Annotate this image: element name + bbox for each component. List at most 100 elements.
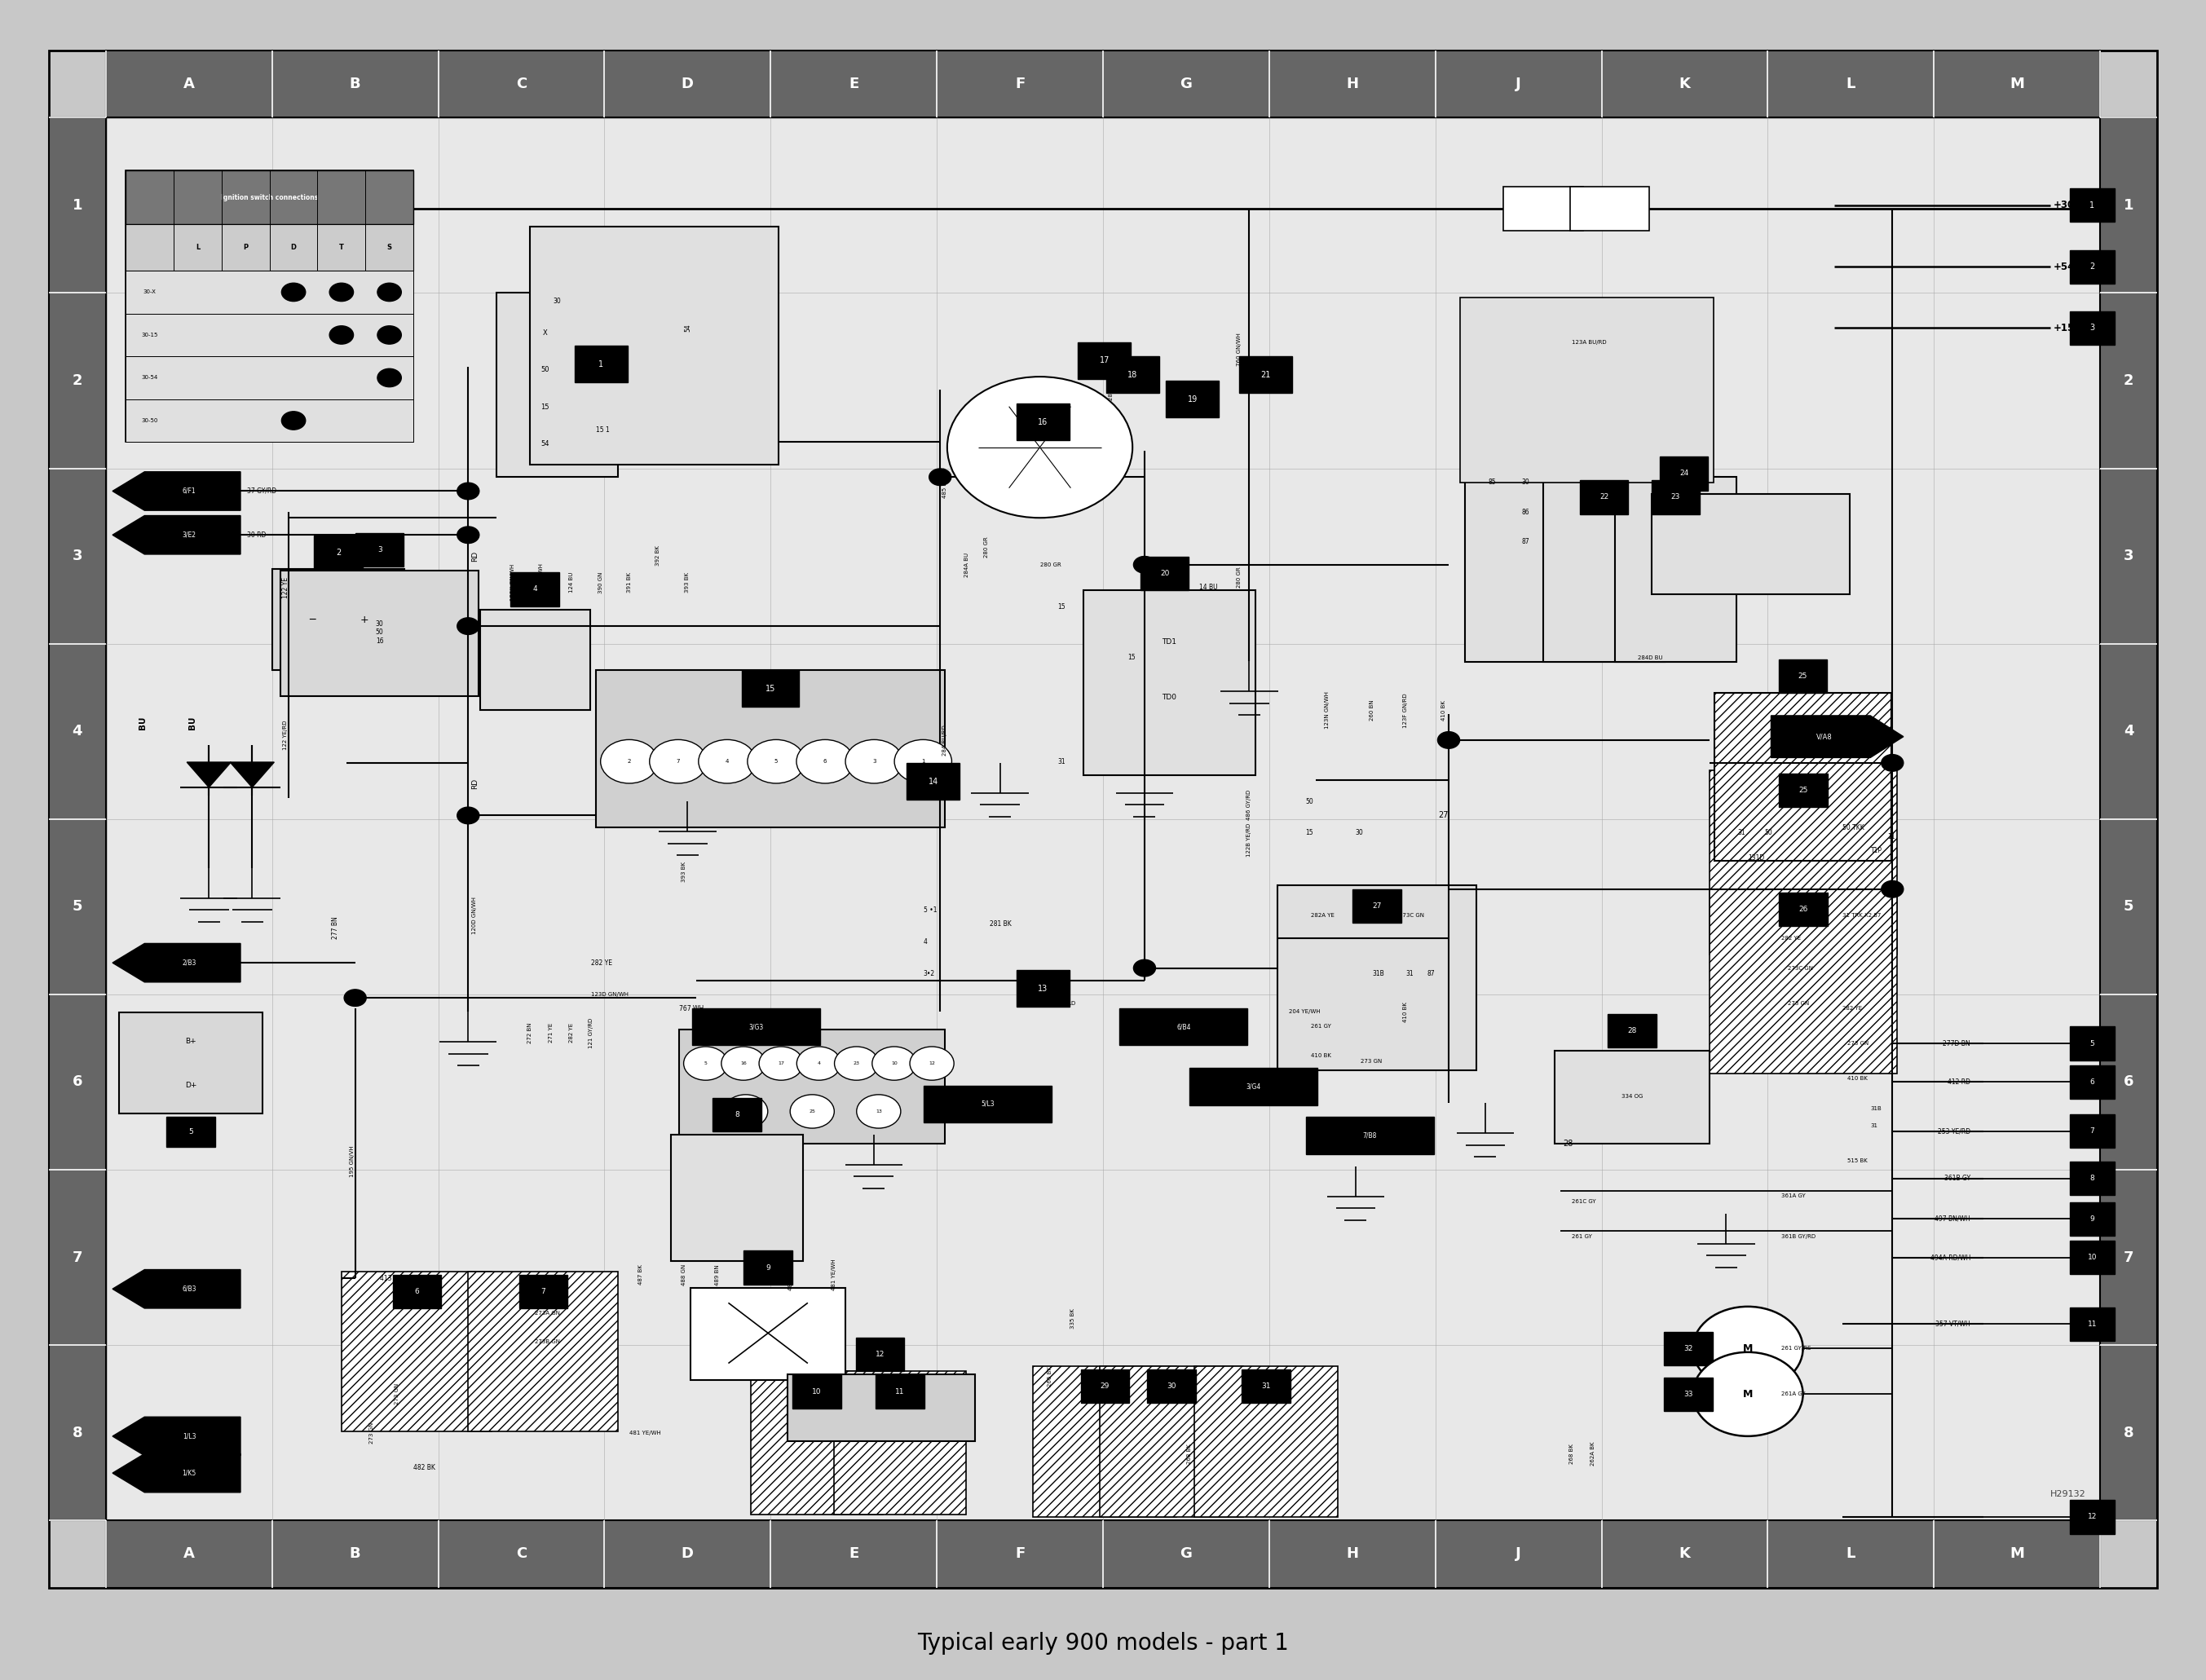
Text: 481 YE/WH: 481 YE/WH xyxy=(629,1430,662,1435)
Text: Ignition switch connections: Ignition switch connections xyxy=(221,193,318,202)
Circle shape xyxy=(699,739,757,783)
Text: 11: 11 xyxy=(896,1388,904,1394)
Bar xyxy=(1778,659,1827,692)
Bar xyxy=(2069,250,2113,284)
Text: 28: 28 xyxy=(1628,1026,1637,1035)
Bar xyxy=(479,610,589,711)
Bar xyxy=(1714,692,1891,860)
Bar xyxy=(679,1030,944,1144)
Circle shape xyxy=(856,1095,900,1129)
Text: 282A YE: 282A YE xyxy=(1310,912,1335,917)
Text: C: C xyxy=(516,1547,527,1561)
Text: 390 GN: 390 GN xyxy=(598,571,604,593)
Text: 21: 21 xyxy=(1260,371,1271,378)
Text: 7: 7 xyxy=(2124,1250,2133,1265)
Text: 253 YE/RD  —: 253 YE/RD — xyxy=(1937,1127,1981,1134)
Bar xyxy=(1242,1369,1291,1403)
Bar xyxy=(1083,590,1255,774)
Bar xyxy=(1121,1008,1249,1045)
Circle shape xyxy=(724,1095,768,1129)
Text: +: + xyxy=(360,615,368,625)
Bar xyxy=(1079,343,1132,380)
Text: 14 BU: 14 BU xyxy=(1200,585,1218,591)
Circle shape xyxy=(796,739,854,783)
Text: 122 YE: 122 YE xyxy=(282,576,289,598)
Text: 30: 30 xyxy=(1522,479,1529,486)
Polygon shape xyxy=(113,1453,240,1492)
Bar xyxy=(2069,1307,2113,1341)
Text: 1: 1 xyxy=(598,360,604,368)
Text: 6/B4: 6/B4 xyxy=(1176,1023,1191,1030)
Text: 2: 2 xyxy=(335,548,340,556)
Text: 482 BK: 482 BK xyxy=(413,1465,435,1472)
Text: 282 YE: 282 YE xyxy=(1842,1006,1862,1011)
Bar xyxy=(792,1374,840,1408)
Text: 410 BK: 410 BK xyxy=(1441,701,1447,721)
Text: 120D GN/WH: 120D GN/WH xyxy=(472,897,476,934)
Text: D: D xyxy=(682,1547,693,1561)
Circle shape xyxy=(893,739,951,783)
Text: 28: 28 xyxy=(1564,1139,1573,1147)
Bar xyxy=(1193,1366,1337,1517)
Text: 3: 3 xyxy=(2124,549,2133,563)
Bar xyxy=(1778,773,1827,806)
Text: B: B xyxy=(349,77,362,91)
Text: 497 BN/WH  —: 497 BN/WH — xyxy=(1935,1215,1981,1223)
Bar xyxy=(529,227,779,465)
Text: 759 YE: 759 YE xyxy=(1019,433,1041,440)
Text: 261C GY: 261C GY xyxy=(1571,1200,1595,1203)
Text: RD: RD xyxy=(472,551,479,561)
Text: +15: +15 xyxy=(2054,323,2076,333)
Text: 8: 8 xyxy=(2124,1425,2133,1440)
Bar xyxy=(1460,297,1714,482)
Circle shape xyxy=(600,739,657,783)
Bar xyxy=(126,170,413,225)
Text: 14: 14 xyxy=(929,778,938,786)
Bar xyxy=(1544,477,1666,662)
Text: 2: 2 xyxy=(73,373,82,388)
Text: 277D BN  —: 277D BN — xyxy=(1943,1040,1981,1047)
Text: 13 BK: 13 BK xyxy=(1169,585,1187,591)
Text: 5/L3: 5/L3 xyxy=(982,1100,995,1107)
Text: 280 GR: 280 GR xyxy=(1039,563,1061,568)
Text: 361B GY/RD: 361B GY/RD xyxy=(1780,1233,1816,1238)
Circle shape xyxy=(377,282,401,301)
Text: F: F xyxy=(1015,1547,1026,1561)
Bar xyxy=(2069,1500,2113,1534)
Circle shape xyxy=(748,739,805,783)
Text: 16: 16 xyxy=(741,1062,746,1065)
Text: 361B GY  —: 361B GY — xyxy=(1943,1174,1981,1183)
Bar xyxy=(713,1099,761,1132)
Text: P: P xyxy=(243,244,247,252)
Text: 30-X: 30-X xyxy=(143,289,157,294)
Circle shape xyxy=(457,618,479,635)
Circle shape xyxy=(457,526,479,543)
Circle shape xyxy=(649,739,706,783)
Text: 30: 30 xyxy=(1167,1383,1176,1389)
Text: 2: 2 xyxy=(2089,262,2096,270)
Text: 12: 12 xyxy=(876,1351,885,1357)
Text: 266 BK: 266 BK xyxy=(1048,1366,1052,1386)
Text: 50: 50 xyxy=(1306,798,1315,805)
Text: 121 GY/RD: 121 GY/RD xyxy=(589,1018,593,1048)
Text: 5 •1: 5 •1 xyxy=(924,907,938,914)
Text: 16: 16 xyxy=(1039,418,1048,427)
Text: 485 BU/RD: 485 BU/RD xyxy=(942,467,949,497)
Text: 3/E2: 3/E2 xyxy=(183,531,196,539)
Bar xyxy=(1099,1366,1242,1517)
Text: 488 GN: 488 GN xyxy=(682,1265,686,1285)
Text: 280 GR: 280 GR xyxy=(984,536,988,558)
Text: C: C xyxy=(516,77,527,91)
Bar xyxy=(106,1520,2100,1588)
Bar xyxy=(856,1337,904,1371)
Text: 410 BK: 410 BK xyxy=(1403,1001,1407,1021)
Text: 23: 23 xyxy=(1670,494,1681,501)
Polygon shape xyxy=(113,1270,240,1309)
Bar xyxy=(106,50,2100,118)
Bar xyxy=(49,118,106,1520)
Text: 5: 5 xyxy=(188,1129,194,1136)
Circle shape xyxy=(871,1047,915,1080)
Bar xyxy=(924,1085,1052,1122)
Text: 54: 54 xyxy=(684,324,690,333)
Circle shape xyxy=(457,482,479,499)
